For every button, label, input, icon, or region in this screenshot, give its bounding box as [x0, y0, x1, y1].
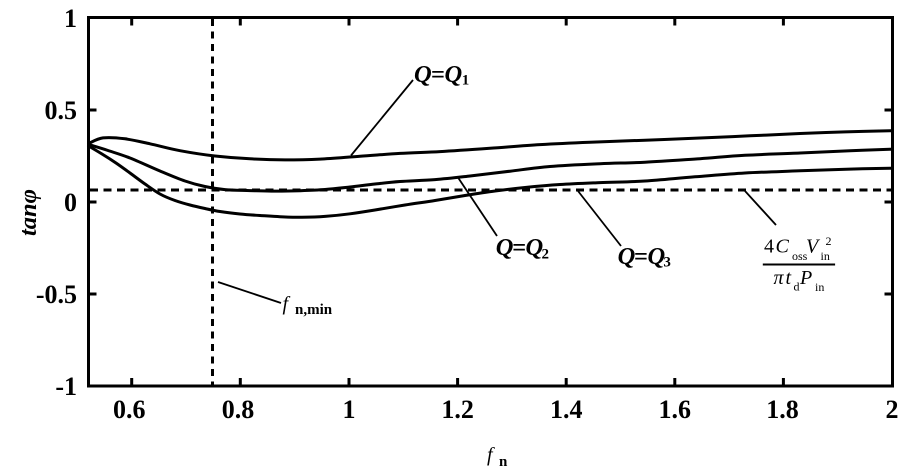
- svg-text:=: =: [431, 61, 445, 88]
- svg-text:4: 4: [764, 236, 774, 258]
- svg-text:P: P: [799, 267, 812, 289]
- svg-text:t: t: [786, 267, 792, 289]
- svg-text:-1: -1: [55, 372, 77, 401]
- svg-text:in: in: [821, 249, 830, 263]
- svg-text:3: 3: [663, 255, 671, 271]
- svg-text:1.2: 1.2: [441, 395, 474, 424]
- svg-text:1: 1: [462, 73, 470, 89]
- svg-text:0.8: 0.8: [222, 395, 255, 424]
- svg-text:Q: Q: [445, 61, 463, 88]
- svg-text:d: d: [794, 280, 800, 294]
- svg-text:f: f: [487, 444, 495, 466]
- svg-text:V: V: [806, 236, 821, 258]
- svg-text:0.6: 0.6: [113, 395, 146, 424]
- svg-text:1: 1: [343, 395, 356, 424]
- svg-text:f: f: [283, 293, 291, 315]
- svg-text:Q: Q: [648, 243, 666, 270]
- svg-text:tanφ: tanφ: [15, 189, 42, 236]
- svg-text:π: π: [774, 267, 785, 289]
- svg-text:C: C: [776, 236, 790, 258]
- svg-text:=: =: [634, 243, 648, 270]
- svg-text:1.4: 1.4: [550, 395, 583, 424]
- svg-text:0.5: 0.5: [45, 96, 78, 125]
- svg-text:1.6: 1.6: [659, 395, 692, 424]
- svg-text:in: in: [815, 280, 824, 294]
- svg-text:n: n: [499, 454, 508, 470]
- svg-text:2: 2: [542, 247, 550, 263]
- svg-text:2: 2: [886, 395, 899, 424]
- svg-text:-0.5: -0.5: [36, 280, 77, 309]
- svg-text:n,min: n,min: [295, 302, 333, 318]
- svg-text:0: 0: [64, 188, 77, 217]
- svg-text:Q: Q: [618, 243, 636, 270]
- svg-text:1: 1: [64, 4, 77, 33]
- svg-text:2: 2: [826, 234, 832, 248]
- svg-text:Q: Q: [414, 61, 432, 88]
- svg-text:Q: Q: [496, 234, 514, 261]
- svg-text:=: =: [512, 234, 526, 261]
- svg-text:oss: oss: [792, 249, 808, 263]
- svg-text:Q: Q: [526, 234, 544, 261]
- svg-text:1.8: 1.8: [766, 395, 799, 424]
